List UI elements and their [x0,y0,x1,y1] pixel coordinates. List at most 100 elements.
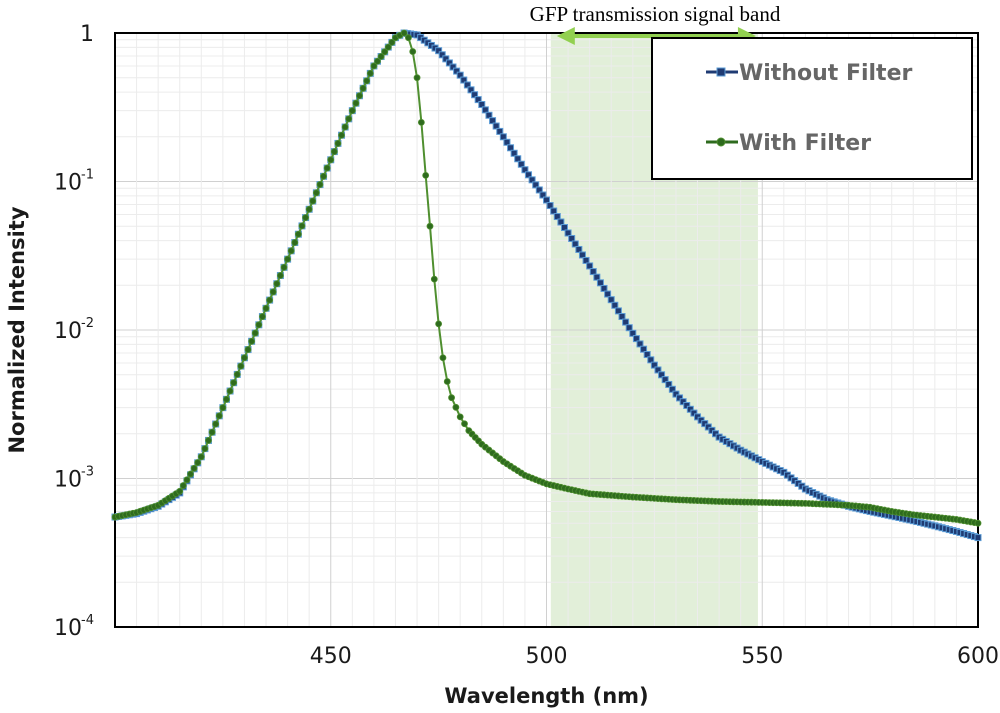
data-point [244,346,252,353]
y-tick-exponent: -2 [81,316,94,331]
data-point [226,387,234,395]
data-point [298,222,306,230]
data-point [309,197,317,205]
data-point [212,420,220,428]
series-with-filter [111,29,982,527]
data-point [643,351,651,359]
data-point [435,47,443,55]
data-point [499,133,507,141]
data-point [611,301,619,309]
data-point [352,99,360,107]
data-point [489,117,497,125]
data-point [341,123,349,131]
data-point [442,55,450,63]
data-point [650,361,658,369]
legend-marker [716,67,726,77]
data-point [430,275,438,283]
data-point [589,268,597,276]
data-point [388,38,396,46]
series-layer [111,29,982,542]
data-point [586,262,594,270]
data-point [312,189,320,197]
data-point [539,191,547,199]
data-point [176,487,184,495]
legend-marker [716,137,726,147]
data-point [593,273,601,281]
data-point [460,76,468,84]
data-point [607,296,615,304]
data-point [422,171,430,179]
data-point [532,181,540,189]
data-point [345,115,353,123]
data-point [596,279,604,287]
data-point [338,131,345,139]
data-point [485,111,493,119]
y-tick-label: 1 [80,22,94,47]
data-point [409,48,417,55]
data-point [241,354,248,362]
data-point [568,234,576,242]
legend: Without Filter With Filter [651,37,973,180]
data-point [672,390,680,398]
data-point [248,337,256,345]
data-point [405,34,412,42]
data-point [507,144,515,152]
data-point [686,405,694,413]
data-point [564,229,572,237]
data-point [255,321,263,329]
data-point [974,534,982,542]
data-point [219,404,227,412]
data-point [179,482,187,489]
data-point [183,476,191,484]
data-point [334,140,342,147]
band-arrow-left-head [556,27,575,45]
data-point [291,239,299,246]
data-point [417,119,425,126]
data-point [665,380,673,388]
y-tick-exponent: -4 [81,613,94,628]
y-tick-exponent: -1 [81,168,94,183]
legend-label-without-filter: Without Filter [739,61,912,86]
data-point [413,74,421,82]
data-point [374,57,381,65]
data-point [320,172,327,180]
data-point [683,401,691,409]
y-tick-base: 1 [80,22,94,47]
data-point [230,379,238,387]
data-point [294,230,302,238]
data-point [205,437,212,444]
legend-box [651,37,973,180]
legend-item-without-filter: Without Filter [706,61,912,86]
data-point [287,247,295,255]
data-point [582,256,590,264]
data-point [443,378,451,385]
x-axis-title: Wavelength (nm) [444,684,648,708]
data-point [330,148,338,156]
data-point [439,354,447,362]
data-point [251,329,259,337]
y-tick-base: 10 [54,171,82,196]
data-point [445,59,453,67]
data-point [456,413,464,421]
data-point [575,245,583,253]
data-point [187,470,194,478]
x-tick-label: 600 [957,644,999,669]
data-point [370,62,378,70]
data-point [600,284,608,292]
data-point [273,280,281,288]
y-tick-base: 10 [54,468,82,493]
data-point [503,138,511,146]
data-point [525,171,533,179]
y-tick-labels: 110-110-210-310-4 [54,22,94,641]
data-point [546,202,554,210]
x-tick-labels: 450 500 550 600 [310,644,999,669]
data-point [668,385,676,393]
data-point [492,122,500,130]
data-point [223,395,230,403]
data-point [550,207,558,215]
data-point [452,403,460,411]
x-tick-label: 550 [741,644,783,669]
legend-item-with-filter: With Filter [706,131,871,156]
data-point [302,214,309,221]
data-point [384,43,392,51]
